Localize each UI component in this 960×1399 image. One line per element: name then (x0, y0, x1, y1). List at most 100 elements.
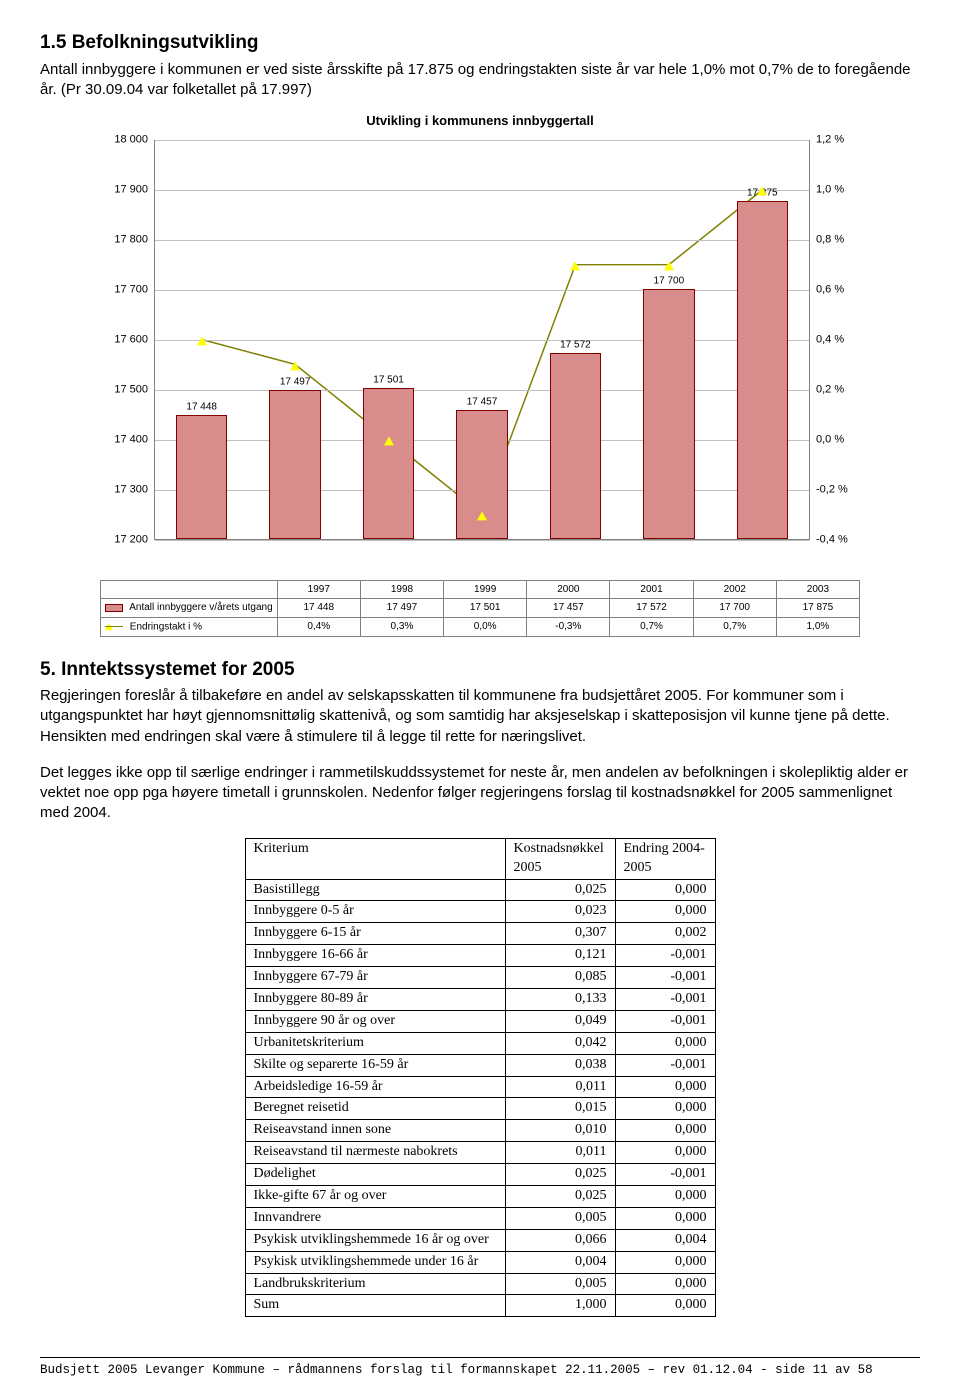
criterion-cell: Skilte og separerte 16-59 år (245, 1054, 505, 1076)
y-right-tick: 0,4 % (816, 332, 860, 347)
section-2-p1: Regjeringen foreslår å tilbakeføre en an… (40, 686, 920, 747)
criterion-cell: Landbrukskriterium (245, 1273, 505, 1295)
section-2-p2: Det legges ikke opp til særlige endringe… (40, 763, 920, 824)
criterion-cell: Innbyggere 6-15 år (245, 923, 505, 945)
key-cell: 0,038 (505, 1054, 615, 1076)
change-cell: 0,000 (615, 1273, 715, 1295)
criterion-cell: Reiseavstand til nærmeste nabokrets (245, 1142, 505, 1164)
pop-cell: 17 572 (610, 599, 693, 618)
key-cell: 0,066 (505, 1229, 615, 1251)
line-marker (384, 436, 394, 445)
y-right-tick: -0,2 % (816, 482, 860, 497)
cost-head-2: Kostnadsnøkkel 2005 (505, 838, 615, 879)
y-left-tick: 17 400 (100, 432, 148, 447)
bar-value-label: 17 501 (373, 374, 404, 388)
key-cell: 0,049 (505, 1010, 615, 1032)
line-marker (477, 511, 487, 520)
y-axis-left: 17 20017 30017 40017 50017 60017 70017 8… (100, 140, 148, 540)
key-cell: 0,042 (505, 1032, 615, 1054)
year-cell: 2000 (527, 580, 610, 599)
section-1-heading: 1.5 Befolkningsutvikling (40, 30, 920, 56)
criterion-cell: Psykisk utviklingshemmede 16 år og over (245, 1229, 505, 1251)
criterion-cell: Urbanitetskriterium (245, 1032, 505, 1054)
pct-cell: 0,0% (444, 617, 527, 636)
bar-value-label: 17 572 (560, 338, 591, 352)
change-cell: 0,000 (615, 879, 715, 901)
change-cell: 0,000 (615, 1251, 715, 1273)
criterion-cell: Beregnet reisetid (245, 1098, 505, 1120)
criterion-cell: Innbyggere 67-79 år (245, 967, 505, 989)
bar-legend-swatch (105, 604, 123, 612)
bar (176, 415, 227, 539)
row1-label: Antall innbyggere v/årets utgang (129, 602, 272, 613)
change-cell: -0,001 (615, 988, 715, 1010)
pop-cell: 17 501 (444, 599, 527, 618)
criterion-cell: Ikke-gifte 67 år og over (245, 1185, 505, 1207)
page-footer: Budsjett 2005 Levanger Kommune – rådmann… (40, 1357, 920, 1379)
key-cell: 0,133 (505, 988, 615, 1010)
y-right-tick: 1,2 % (816, 132, 860, 147)
change-cell: 0,004 (615, 1229, 715, 1251)
pop-cell: 17 700 (693, 599, 776, 618)
criterion-cell: Innbyggere 90 år og over (245, 1010, 505, 1032)
chart-title: Utvikling i kommunens innbyggertall (100, 112, 860, 130)
criterion-cell: Basistillegg (245, 879, 505, 901)
criterion-cell: Innbyggere 16-66 år (245, 945, 505, 967)
chart-data-table: 1997199819992000200120022003 Antall innb… (100, 580, 860, 637)
change-cell: -0,001 (615, 945, 715, 967)
bar (550, 353, 601, 539)
key-cell: 0,025 (505, 1164, 615, 1186)
key-cell: 0,005 (505, 1207, 615, 1229)
y-right-tick: 1,0 % (816, 182, 860, 197)
pop-cell: 17 497 (360, 599, 443, 618)
line-marker (757, 186, 767, 195)
criterion-cell: Sum (245, 1295, 505, 1317)
line-marker (290, 361, 300, 370)
bar (737, 201, 788, 539)
y-left-tick: 17 500 (100, 382, 148, 397)
bar (643, 289, 694, 539)
pct-cell: 1,0% (776, 617, 859, 636)
cost-head-1: Kriterium (245, 838, 505, 879)
key-cell: 0,011 (505, 1076, 615, 1098)
pct-cell: 0,3% (360, 617, 443, 636)
criterion-cell: Reiseavstand innen sone (245, 1120, 505, 1142)
criterion-cell: Innbyggere 0-5 år (245, 901, 505, 923)
year-cell: 2001 (610, 580, 693, 599)
key-cell: 0,023 (505, 901, 615, 923)
cost-key-table: Kriterium Kostnadsnøkkel 2005 Endring 20… (245, 838, 716, 1318)
chart-plot: 17 44817 49717 50117 45717 57217 70017 8… (154, 140, 810, 540)
change-cell: 0,000 (615, 1295, 715, 1317)
y-right-tick: 0,6 % (816, 282, 860, 297)
change-cell: 0,000 (615, 1098, 715, 1120)
change-cell: -0,001 (615, 967, 715, 989)
key-cell: 0,004 (505, 1251, 615, 1273)
bar-value-label: 17 448 (186, 400, 217, 414)
section-2-heading: 5. Inntektssystemet for 2005 (40, 657, 920, 683)
line-marker (664, 261, 674, 270)
y-right-tick: 0,8 % (816, 232, 860, 247)
y-left-tick: 18 000 (100, 132, 148, 147)
year-cell: 2003 (776, 580, 859, 599)
y-right-tick: -0,4 % (816, 532, 860, 547)
y-left-tick: 17 700 (100, 282, 148, 297)
pop-cell: 17 457 (527, 599, 610, 618)
line-legend-swatch (105, 620, 123, 634)
criterion-cell: Psykisk utviklingshemmede under 16 år (245, 1251, 505, 1273)
pct-cell: 0,4% (277, 617, 360, 636)
key-cell: 1,000 (505, 1295, 615, 1317)
key-cell: 0,011 (505, 1142, 615, 1164)
pct-cell: -0,3% (527, 617, 610, 636)
criterion-cell: Dødelighet (245, 1164, 505, 1186)
change-cell: 0,000 (615, 1032, 715, 1054)
key-cell: 0,307 (505, 923, 615, 945)
change-cell: -0,001 (615, 1164, 715, 1186)
key-cell: 0,010 (505, 1120, 615, 1142)
y-left-tick: 17 200 (100, 532, 148, 547)
change-cell: 0,000 (615, 1207, 715, 1229)
y-left-tick: 17 900 (100, 182, 148, 197)
change-cell: 0,000 (615, 1142, 715, 1164)
pop-cell: 17 448 (277, 599, 360, 618)
pop-cell: 17 875 (776, 599, 859, 618)
criterion-cell: Innvandrere (245, 1207, 505, 1229)
